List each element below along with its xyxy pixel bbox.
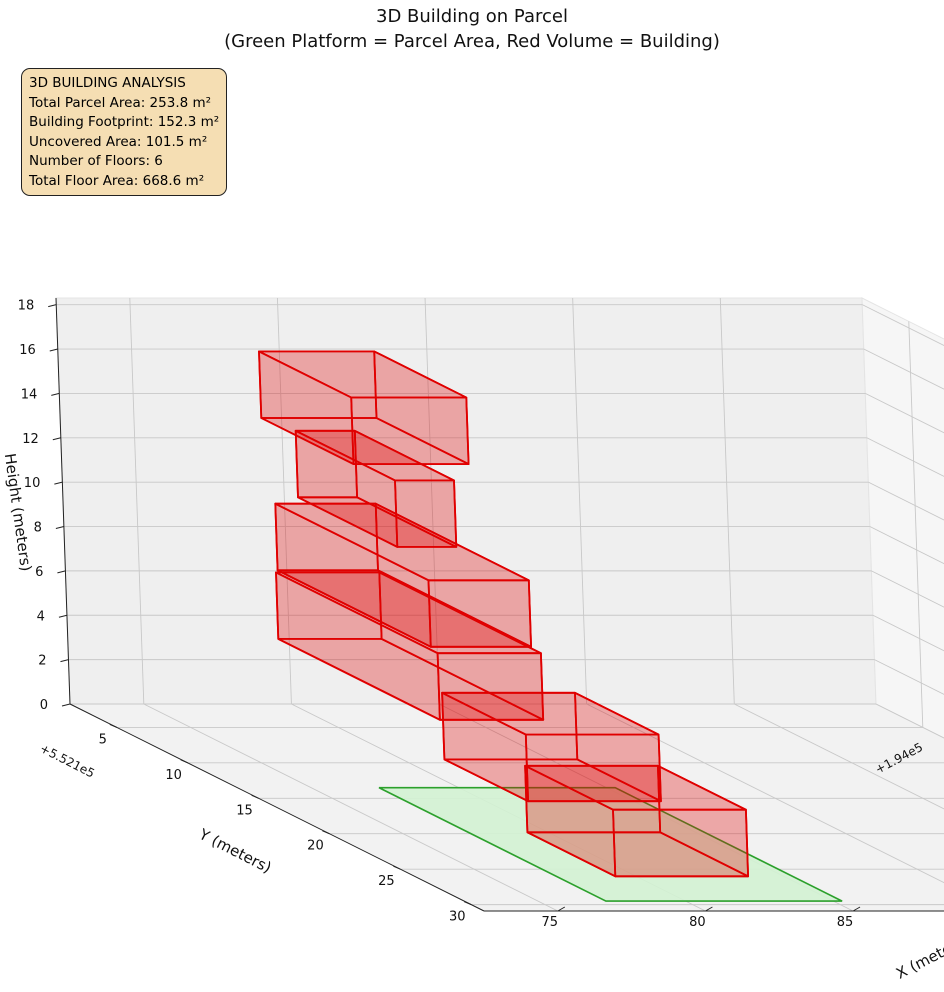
building-floor-6 xyxy=(258,350,470,466)
y-tick-label-20: 20 xyxy=(307,839,324,854)
building-floor-4-face-5 xyxy=(427,579,532,648)
z-tick-label-8: 8 xyxy=(34,521,42,536)
z-axis-line xyxy=(55,297,71,705)
z-tick-mark-0 xyxy=(61,703,71,707)
y-tick-mark-10 xyxy=(180,759,188,764)
y-axis-line xyxy=(69,703,485,912)
building-layer xyxy=(258,350,749,878)
parcel-layer xyxy=(378,786,843,902)
grid-x-floor-95 xyxy=(734,703,944,810)
x-tick-label-85: 85 xyxy=(837,915,854,930)
y-axis-label: Y (meters) xyxy=(195,825,274,877)
info-building-footprint: Building Footprint: 152.3 m² xyxy=(29,114,220,131)
grid-z-right-12 xyxy=(866,437,944,477)
analysis-info-box: 3D BUILDING ANALYSIS Total Parcel Area: … xyxy=(21,68,227,196)
building-floor-4-face-6 xyxy=(274,502,530,582)
grid-x-floor-75 xyxy=(143,703,559,912)
grid-z-right-16 xyxy=(863,348,944,390)
z-tick-mark-16 xyxy=(49,348,58,352)
y-tick-mark-5 xyxy=(109,723,117,728)
grid-x-floor-90 xyxy=(586,703,944,884)
building-floor-1-face-5 xyxy=(612,808,749,878)
building-floor-3 xyxy=(275,571,545,721)
z-tick-mark-6 xyxy=(57,570,66,574)
chart-subtitle: (Green Platform = Parcel Area, Red Volum… xyxy=(224,31,720,52)
z-tick-label-6: 6 xyxy=(35,565,43,580)
building-floor-3-face-6 xyxy=(275,571,542,655)
chart-title: 3D Building on Parcel xyxy=(376,6,568,27)
z-tick-label-16: 16 xyxy=(19,343,36,358)
y-tick-mark-20 xyxy=(322,830,330,835)
grid-z-right-6 xyxy=(871,570,944,608)
z-tick-mark-2 xyxy=(60,659,69,663)
info-number-of-floors: Number of Floors: 6 xyxy=(29,153,163,170)
building-floor-5-face-5 xyxy=(394,479,458,548)
info-uncovered-area: Uncovered Area: 101.5 m² xyxy=(29,133,208,150)
x-tick-mark-85 xyxy=(852,906,861,912)
z-tick-label-0: 0 xyxy=(40,698,48,713)
info-parcel-area: Total Parcel Area: 253.8 m² xyxy=(29,94,212,111)
info-heading: 3D BUILDING ANALYSIS xyxy=(29,75,186,91)
z-tick-label-12: 12 xyxy=(22,432,39,447)
info-total-floor-area: Total Floor Area: 668.6 m² xyxy=(29,172,205,189)
tick-labels: 758085909551015202530024681012141618 xyxy=(18,299,854,930)
grid-z-right-10 xyxy=(868,481,944,521)
x-tick-mark-75 xyxy=(557,906,566,912)
building-floor-6-face-6 xyxy=(258,350,468,399)
grid-z-right-2 xyxy=(874,659,944,695)
grid-x-wall-95 xyxy=(719,297,735,705)
y-tick-label-30: 30 xyxy=(449,910,466,925)
building-floor-4 xyxy=(274,502,532,648)
y-tick-label-15: 15 xyxy=(236,803,253,818)
z-tick-label-14: 14 xyxy=(21,387,38,402)
z-tick-mark-10 xyxy=(54,481,63,485)
z-tick-label-10: 10 xyxy=(24,476,41,491)
z-tick-mark-8 xyxy=(55,526,65,529)
grid-z-right-4 xyxy=(872,614,944,652)
y-offset-label: +5.521e5 xyxy=(38,741,97,780)
axis-lines xyxy=(48,297,944,912)
building-floor-5 xyxy=(294,429,458,548)
grid-x-wall-80 xyxy=(276,297,292,705)
x-tick-label-80: 80 xyxy=(689,915,706,930)
grid-x-wall-85 xyxy=(424,297,440,705)
y-tick-mark-15 xyxy=(251,794,259,799)
building-floor-3-face-5 xyxy=(436,652,545,721)
grid-y-wall-5 xyxy=(908,321,924,728)
z-tick-label-18: 18 xyxy=(18,299,35,314)
y-tick-mark-25 xyxy=(393,865,401,870)
pane-back-right xyxy=(861,297,944,739)
grid-z-right-14 xyxy=(865,392,944,434)
z-tick-mark-18 xyxy=(48,304,57,308)
z-axis-label: Height (meters) xyxy=(1,452,35,572)
building-floor-2-face-5 xyxy=(524,733,662,803)
z-tick-label-4: 4 xyxy=(37,609,45,624)
x-axis-label: X (meters) xyxy=(893,930,944,982)
grid-z-right-18 xyxy=(862,304,944,347)
z-tick-mark-12 xyxy=(52,437,61,441)
y-tick-label-10: 10 xyxy=(165,768,182,783)
z-tick-label-2: 2 xyxy=(38,654,46,669)
x-tick-mark-80 xyxy=(705,906,713,912)
y-tick-label-5: 5 xyxy=(99,732,107,747)
grid-x-wall-90 xyxy=(572,297,588,705)
x-tick-label-75: 75 xyxy=(542,915,559,930)
building-floor-6-face-5 xyxy=(350,396,470,466)
y-tick-mark-30 xyxy=(464,901,472,906)
parcel-platform xyxy=(378,786,843,902)
y-tick-label-25: 25 xyxy=(378,874,395,889)
grid-z-right-8 xyxy=(869,526,944,565)
grid-x-wall-75 xyxy=(129,297,145,705)
z-tick-mark-4 xyxy=(58,614,68,618)
z-tick-mark-14 xyxy=(51,392,60,396)
